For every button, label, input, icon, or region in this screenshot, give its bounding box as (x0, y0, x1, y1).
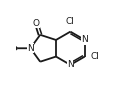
Text: O: O (33, 19, 40, 28)
Text: Cl: Cl (90, 52, 99, 61)
Text: N: N (67, 60, 74, 69)
Text: N: N (27, 44, 34, 53)
Text: N: N (81, 35, 88, 44)
Text: Cl: Cl (66, 17, 75, 26)
